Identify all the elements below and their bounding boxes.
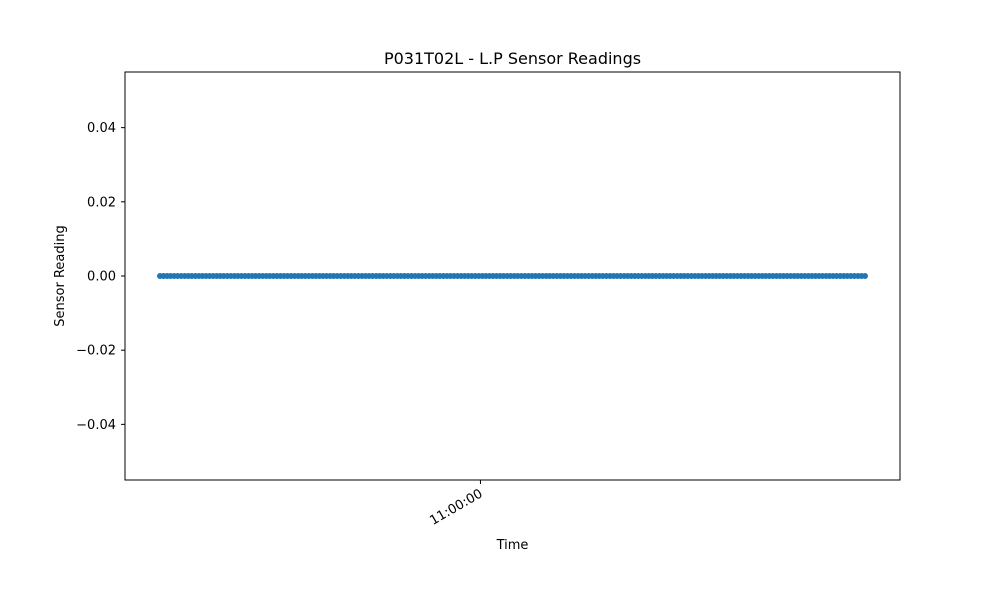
y-axis: −0.04 −0.02 0.00 0.02 0.04 [76,121,125,433]
x-axis-label: Time [496,538,529,553]
y-tick-label: 0.00 [87,270,116,285]
data-point [862,273,868,279]
y-tick-label: −0.02 [76,344,116,359]
y-tick-label: −0.04 [76,418,116,433]
y-tick-label: 0.04 [87,121,116,136]
chart-title: P031T02L - L.P Sensor Readings [384,49,641,68]
data-series [157,273,868,279]
y-axis-label: Sensor Reading [53,225,68,326]
y-tick-label: 0.02 [87,195,116,210]
